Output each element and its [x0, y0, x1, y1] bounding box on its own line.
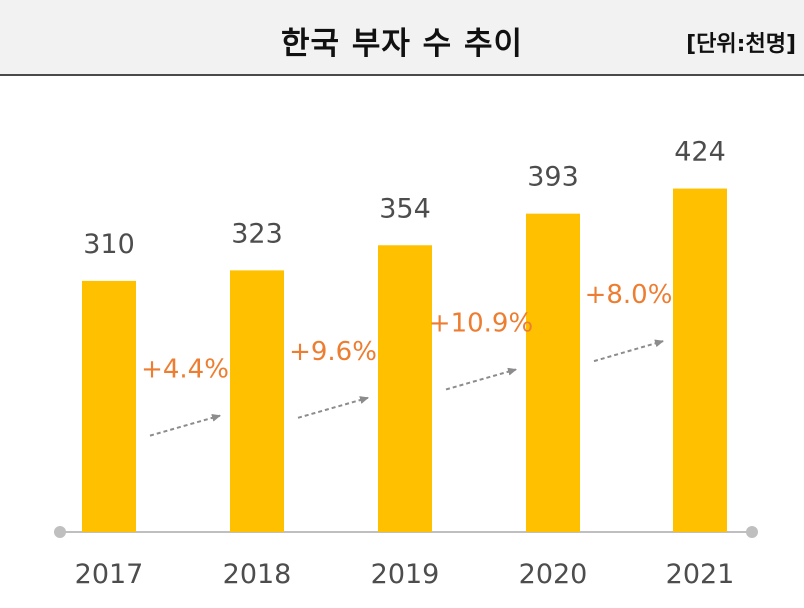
x-tick-label-2018: 2018	[223, 559, 292, 590]
axis-end-dot	[746, 526, 758, 538]
axis-end-dot	[54, 526, 66, 538]
growth-arrow	[297, 396, 369, 419]
data-label-2019: 354	[379, 193, 431, 224]
growth-label: +8.0%	[585, 280, 673, 310]
growth-arrow	[445, 367, 517, 391]
chart-header: 한국 부자 수 추이 [단위:천명]	[0, 0, 804, 76]
chart-title: 한국 부자 수 추이	[280, 26, 524, 62]
x-tick-label-2021: 2021	[666, 559, 735, 590]
bar-2019	[378, 245, 432, 532]
growth-arrow	[149, 413, 221, 437]
data-label-2017: 310	[83, 229, 135, 260]
data-label-2018: 323	[231, 218, 283, 249]
bar-2017	[82, 280, 136, 532]
x-tick-label-2020: 2020	[519, 559, 588, 590]
growth-label: +4.4%	[141, 355, 229, 385]
x-tick-label-2019: 2019	[371, 559, 440, 590]
data-label-2020: 393	[527, 162, 579, 193]
data-label-2021: 424	[674, 137, 726, 168]
growth-arrow	[593, 339, 664, 363]
growth-label: +9.6%	[289, 337, 377, 367]
growth-label: +10.9%	[429, 308, 533, 338]
bar-2020	[526, 213, 580, 533]
bar-2018	[230, 270, 284, 532]
unit-label: [단위:천명]	[686, 32, 796, 57]
x-tick-label-2017: 2017	[75, 559, 144, 590]
bar-2021	[673, 188, 727, 532]
